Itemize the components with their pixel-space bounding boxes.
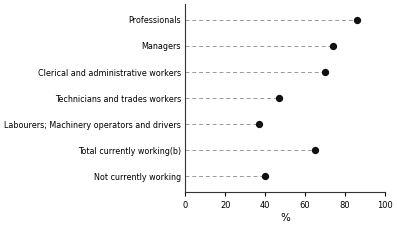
Point <box>354 18 360 22</box>
Point <box>256 122 262 126</box>
X-axis label: %: % <box>280 213 290 223</box>
Point <box>330 44 336 48</box>
Point <box>262 175 268 178</box>
Point <box>312 148 318 152</box>
Point <box>276 96 282 100</box>
Point <box>322 70 328 74</box>
